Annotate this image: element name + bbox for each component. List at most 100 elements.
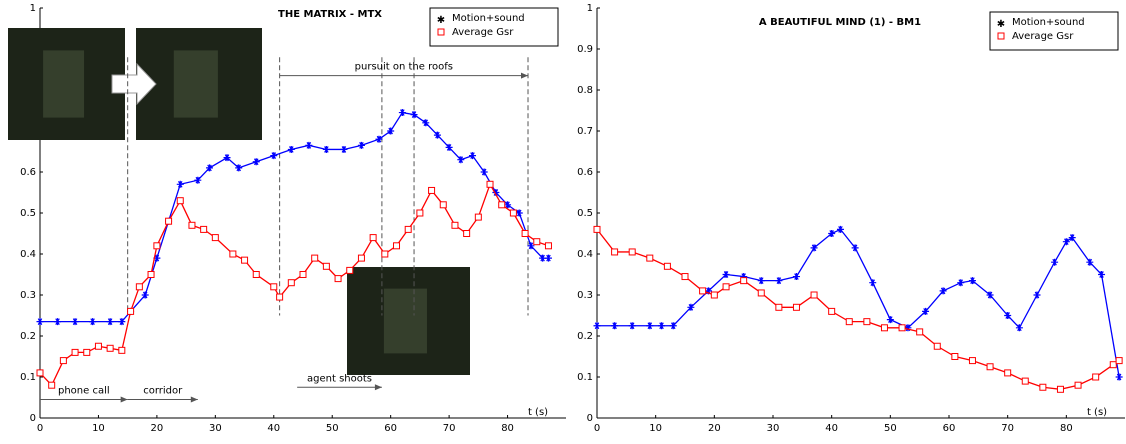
marker	[492, 189, 500, 196]
marker	[205, 164, 213, 172]
marker	[118, 346, 126, 354]
marker	[54, 318, 62, 326]
marker	[687, 303, 695, 311]
marker	[828, 230, 836, 237]
marker	[836, 225, 844, 233]
y-tick-label: 0.9	[577, 44, 593, 55]
marker	[106, 318, 114, 326]
marker	[153, 242, 161, 250]
marker	[480, 168, 488, 176]
x-tick-label: 0	[37, 423, 43, 434]
marker	[59, 357, 67, 365]
marker	[533, 238, 541, 246]
series-line	[597, 228, 1120, 378]
still-arrow	[111, 62, 157, 106]
marker	[252, 271, 260, 278]
legend-marker	[437, 28, 445, 36]
marker	[252, 158, 260, 166]
marker	[611, 322, 619, 330]
marker	[106, 344, 114, 352]
marker	[188, 221, 196, 229]
x-tick-label: 50	[326, 423, 339, 434]
marker	[235, 164, 243, 172]
marker	[299, 271, 307, 278]
marker	[810, 291, 818, 299]
marker	[287, 145, 295, 153]
marker	[1109, 361, 1117, 369]
marker	[457, 156, 465, 164]
marker	[498, 201, 506, 209]
marker	[792, 273, 800, 281]
marker	[404, 225, 412, 233]
marker	[1068, 234, 1076, 242]
marker	[176, 197, 184, 205]
legend-marker: ✱	[437, 15, 445, 26]
marker	[127, 307, 135, 315]
marker	[1004, 369, 1012, 377]
marker	[433, 131, 441, 139]
marker	[593, 322, 601, 330]
marker	[416, 209, 424, 217]
legend-label: Motion+sound	[1012, 17, 1085, 28]
marker	[986, 291, 994, 299]
marker	[1062, 238, 1070, 246]
event-arrowhead	[374, 384, 382, 391]
marker	[176, 180, 184, 188]
x-tick-label: 20	[708, 423, 721, 434]
x-tick-label: 70	[443, 423, 456, 434]
marker	[792, 303, 800, 311]
marker	[658, 322, 666, 330]
marker	[1039, 383, 1047, 391]
y-tick-label: 0.5	[577, 208, 593, 219]
x-tick-label: 30	[209, 423, 222, 434]
x-tick-label: 50	[884, 423, 897, 434]
marker	[71, 348, 79, 356]
marker	[369, 234, 377, 242]
marker	[71, 318, 79, 326]
marker	[1021, 377, 1029, 385]
marker	[147, 271, 155, 278]
marker	[681, 273, 689, 281]
marker	[223, 154, 231, 162]
marker	[36, 369, 44, 377]
marker	[276, 293, 284, 301]
event-arrowhead	[120, 396, 128, 403]
marker	[410, 111, 418, 119]
marker	[398, 109, 406, 117]
marker	[704, 287, 712, 295]
x-tick-label: 0	[594, 423, 600, 434]
marker	[1074, 381, 1082, 389]
marker	[141, 291, 149, 299]
marker	[118, 318, 126, 326]
marker	[375, 135, 383, 143]
marker	[428, 186, 436, 194]
y-tick-label: 0.3	[577, 290, 593, 301]
marker	[828, 307, 836, 315]
marker	[845, 318, 853, 326]
x-tick-label: 60	[943, 423, 956, 434]
legend-label: Motion+sound	[452, 13, 525, 24]
legend-marker: ✱	[997, 19, 1005, 30]
marker	[611, 248, 619, 256]
marker	[445, 143, 453, 151]
event-label: phone call	[58, 386, 110, 397]
marker	[504, 201, 512, 209]
marker	[393, 242, 401, 250]
marker	[1015, 324, 1023, 332]
film-still-light	[43, 50, 85, 118]
y-tick-label: 0.1	[20, 372, 36, 383]
marker	[898, 324, 906, 332]
x-axis-label: t (s)	[528, 407, 548, 418]
y-tick-label: 0	[30, 413, 36, 424]
marker	[863, 318, 871, 326]
marker	[36, 318, 44, 326]
marker	[515, 209, 523, 217]
marker	[663, 262, 671, 270]
marker	[851, 244, 859, 252]
y-tick-label: 0	[587, 413, 593, 424]
marker	[916, 328, 924, 336]
y-tick-label: 1	[30, 3, 36, 14]
marker	[527, 242, 535, 250]
marker	[669, 322, 677, 330]
marker	[722, 283, 730, 291]
